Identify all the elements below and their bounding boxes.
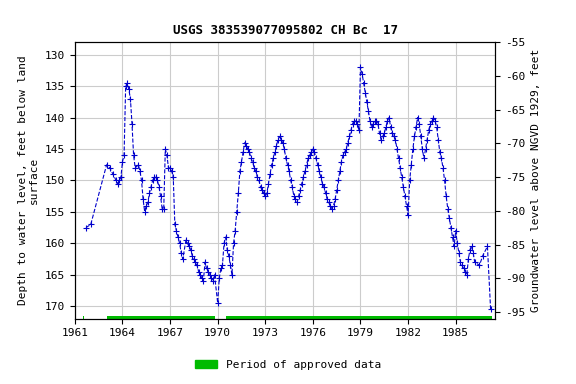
Y-axis label: Groundwater level above NGVD 1929, feet: Groundwater level above NGVD 1929, feet bbox=[531, 49, 541, 312]
Title: USGS 383539077095802 CH Bc  17: USGS 383539077095802 CH Bc 17 bbox=[173, 24, 397, 37]
Legend: Period of approved data: Period of approved data bbox=[191, 356, 385, 375]
Y-axis label: Depth to water level, feet below land
surface: Depth to water level, feet below land su… bbox=[18, 56, 39, 305]
